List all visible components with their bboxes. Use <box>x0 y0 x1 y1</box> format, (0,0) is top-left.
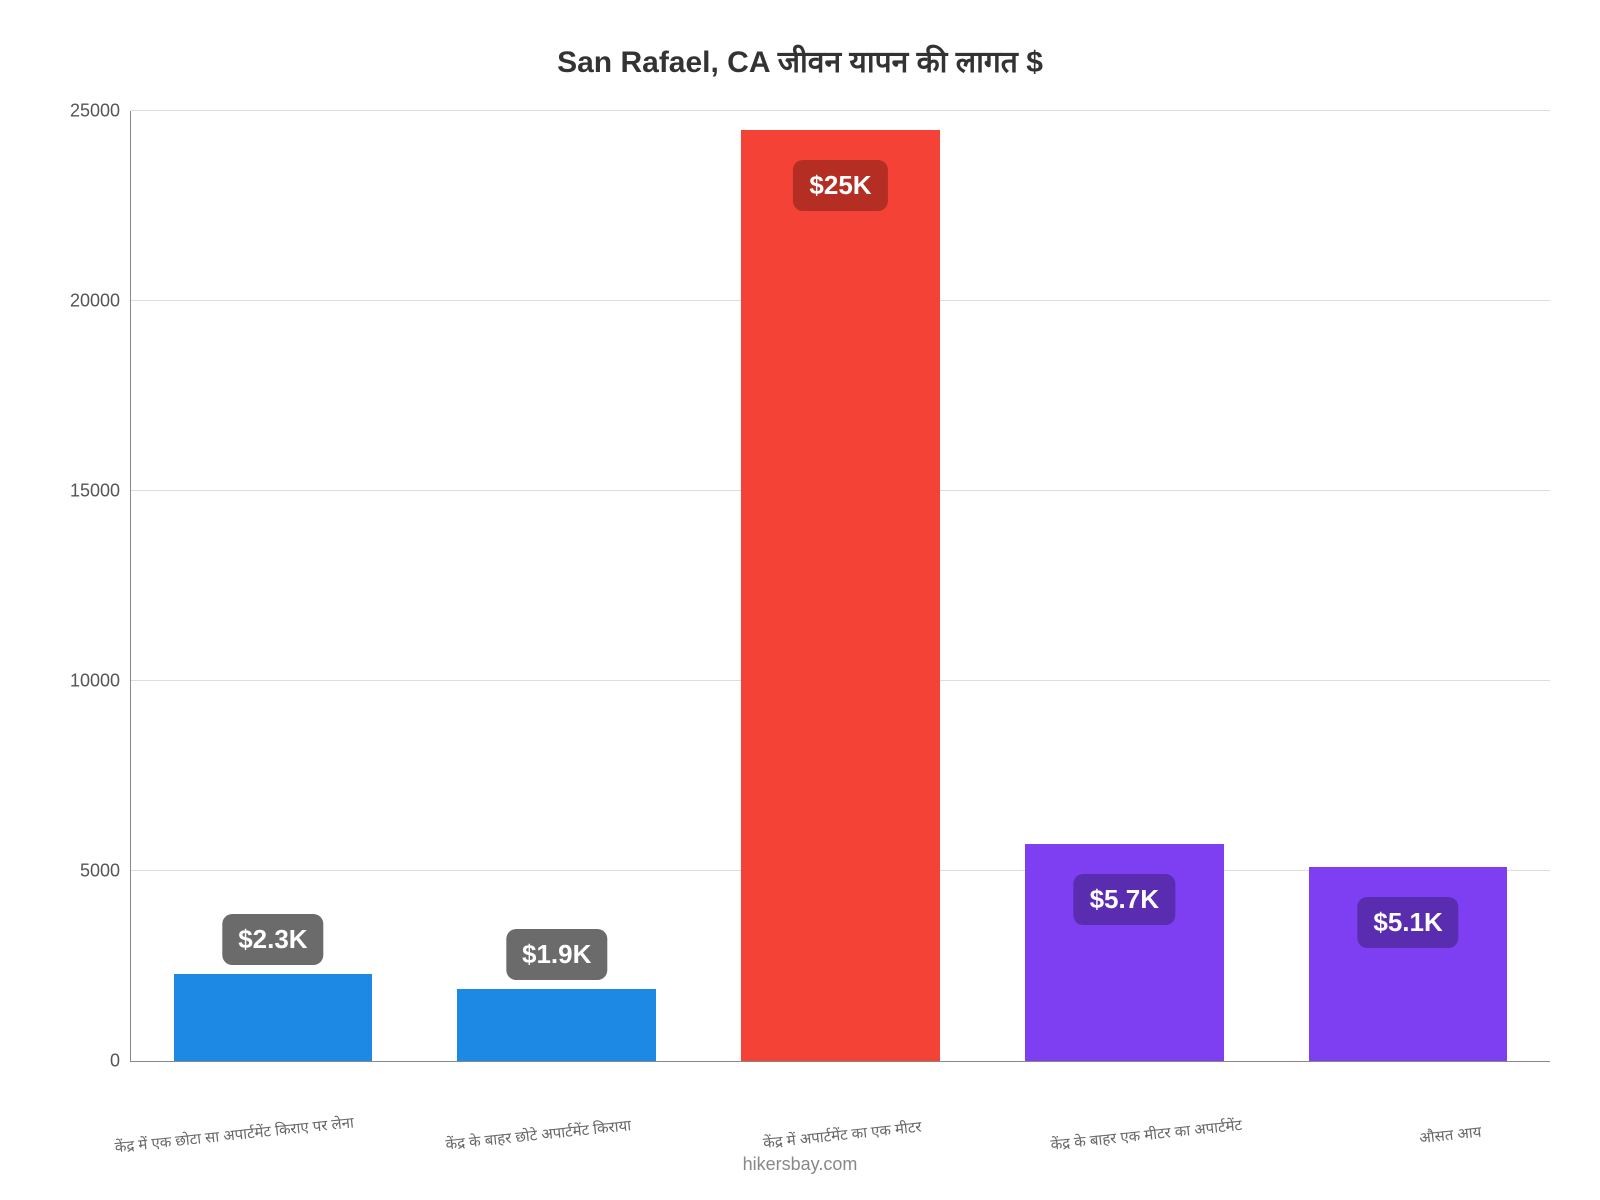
x-label: केंद्र के बाहर छोटे अपार्टमेंट किराया <box>385 1097 691 1161</box>
chart-container: San Rafael, CA जीवन यापन की लागत $ 25000… <box>0 0 1600 1200</box>
value-label: $1.9K <box>506 929 607 980</box>
attribution-text: hikersbay.com <box>0 1154 1600 1175</box>
bar-meter-outside: $5.7K <box>1025 844 1224 1061</box>
value-label: $2.3K <box>222 914 323 965</box>
y-tick-label: 10000 <box>70 671 120 692</box>
x-label: केंद्र के बाहर एक मीटर का अपार्टमेंट <box>993 1097 1299 1161</box>
bar-slot: $2.3K <box>131 111 415 1061</box>
y-tick-label: 15000 <box>70 481 120 502</box>
bar-rent-small-outside: $1.9K <box>457 989 656 1061</box>
chart-title: San Rafael, CA जीवन यापन की लागत $ <box>50 40 1550 81</box>
y-tick-label: 5000 <box>80 861 120 882</box>
value-label: $5.7K <box>1074 874 1175 925</box>
y-axis: 25000 20000 15000 10000 5000 0 <box>50 111 130 1061</box>
bar-rent-small-center: $2.3K <box>174 974 373 1061</box>
y-tick-label: 20000 <box>70 291 120 312</box>
bar-slot: $5.1K <box>1266 111 1550 1061</box>
x-label: औसत आय <box>1297 1097 1600 1161</box>
bar-meter-center: $25K <box>741 130 940 1061</box>
value-label: $5.1K <box>1357 897 1458 948</box>
value-label: $25K <box>793 160 887 211</box>
bar-slot: $1.9K <box>415 111 699 1061</box>
bar-slot: $25K <box>699 111 983 1061</box>
bar-slot: $5.7K <box>982 111 1266 1061</box>
x-label: केंद्र में एक छोटा सा अपार्टमेंट किराए प… <box>81 1097 387 1161</box>
y-tick-label: 25000 <box>70 101 120 122</box>
bars-group: $2.3K $1.9K $25K $5.7K <box>131 111 1550 1061</box>
bar-avg-income: $5.1K <box>1309 867 1508 1061</box>
chart-wrapper: 25000 20000 15000 10000 5000 0 $2.3K <box>50 111 1550 1061</box>
y-tick-label: 0 <box>110 1051 120 1072</box>
x-label: केंद्र में अपार्टमेंट का एक मीटर <box>689 1097 995 1161</box>
x-axis-labels: केंद्र में एक छोटा सा अपार्टमेंट किराए प… <box>80 1113 1600 1145</box>
plot-area: $2.3K $1.9K $25K $5.7K <box>130 111 1550 1062</box>
